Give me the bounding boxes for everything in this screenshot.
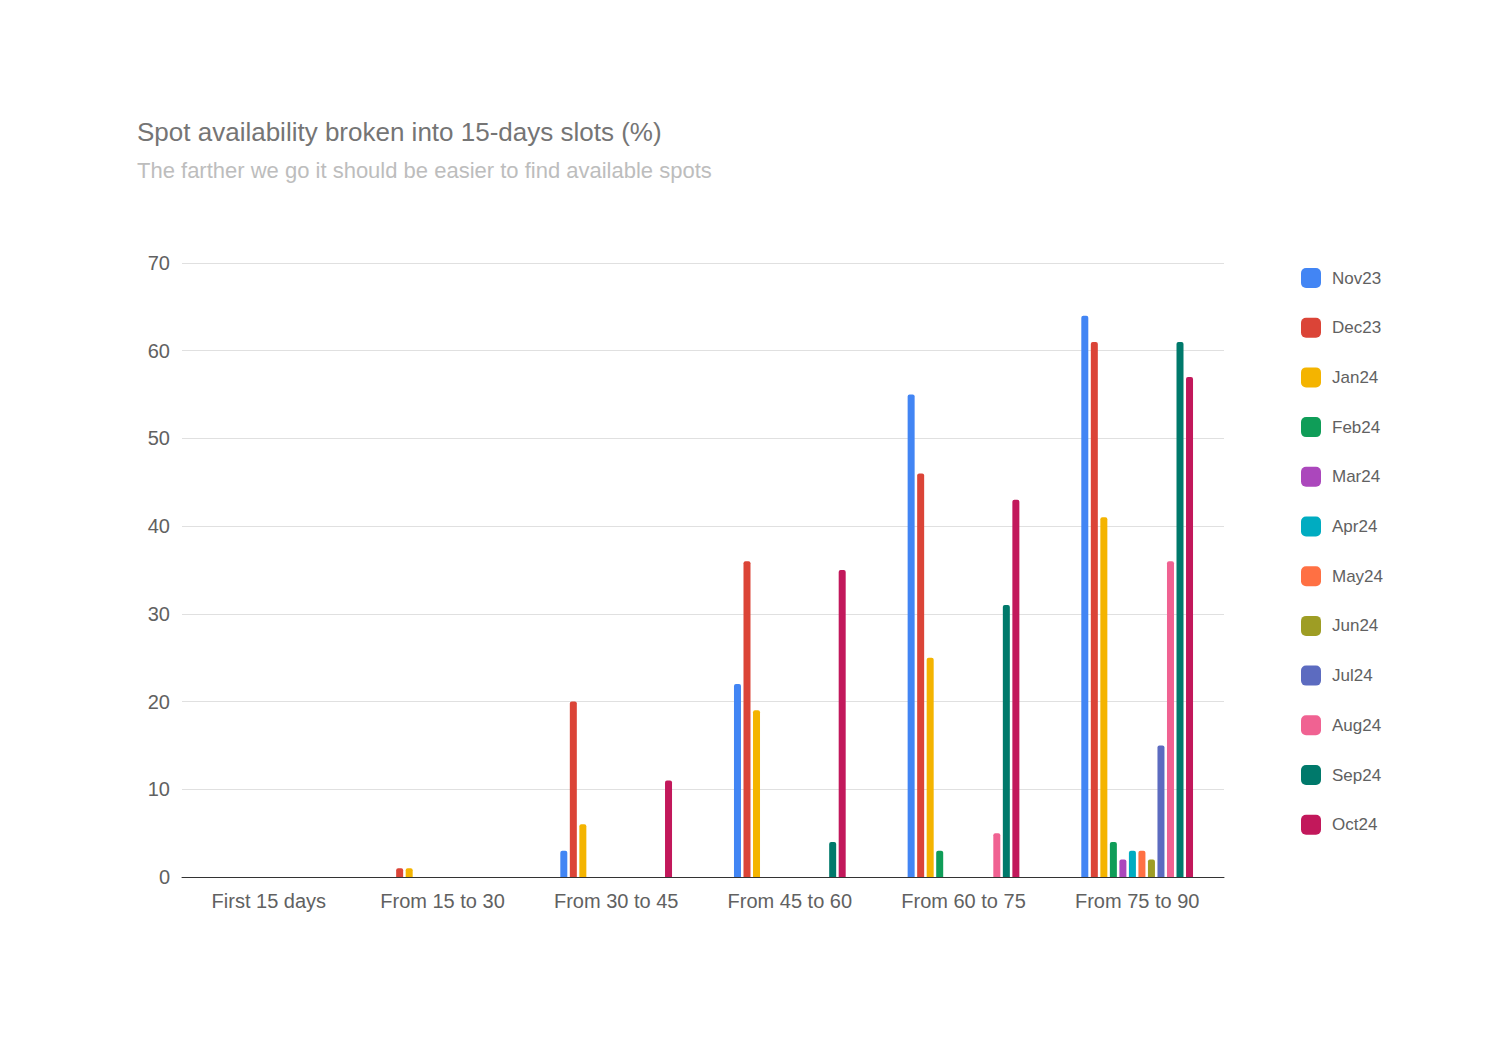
svg-text:Jun24: Jun24 (1332, 616, 1378, 635)
svg-text:From 30 to 45: From 30 to 45 (554, 890, 679, 912)
svg-text:10: 10 (148, 778, 170, 800)
svg-text:First 15 days: First 15 days (212, 890, 326, 912)
svg-text:From 75 to 90: From 75 to 90 (1075, 890, 1200, 912)
svg-text:50: 50 (148, 427, 170, 449)
svg-text:70: 70 (148, 252, 170, 274)
svg-text:60: 60 (148, 340, 170, 362)
svg-text:From 45 to 60: From 45 to 60 (728, 890, 853, 912)
svg-text:0: 0 (159, 866, 170, 888)
svg-text:Jan24: Jan24 (1332, 368, 1378, 387)
svg-text:Oct24: Oct24 (1332, 815, 1377, 834)
svg-text:Feb24: Feb24 (1332, 418, 1380, 437)
svg-text:Sep24: Sep24 (1332, 766, 1381, 785)
svg-text:Apr24: Apr24 (1332, 517, 1377, 536)
svg-text:30: 30 (148, 603, 170, 625)
svg-text:The farther we go it should be: The farther we go it should be easier to… (137, 158, 712, 183)
svg-text:Jul24: Jul24 (1332, 666, 1373, 685)
svg-text:Spot availability broken into: Spot availability broken into 15-days sl… (137, 117, 662, 147)
svg-text:20: 20 (148, 691, 170, 713)
svg-text:Dec23: Dec23 (1332, 318, 1381, 337)
svg-text:May24: May24 (1332, 567, 1383, 586)
svg-text:From 60 to 75: From 60 to 75 (901, 890, 1026, 912)
svg-text:From 15 to 30: From 15 to 30 (380, 890, 505, 912)
svg-text:Mar24: Mar24 (1332, 467, 1380, 486)
svg-text:40: 40 (148, 515, 170, 537)
svg-text:Aug24: Aug24 (1332, 716, 1381, 735)
svg-text:Nov23: Nov23 (1332, 269, 1381, 288)
